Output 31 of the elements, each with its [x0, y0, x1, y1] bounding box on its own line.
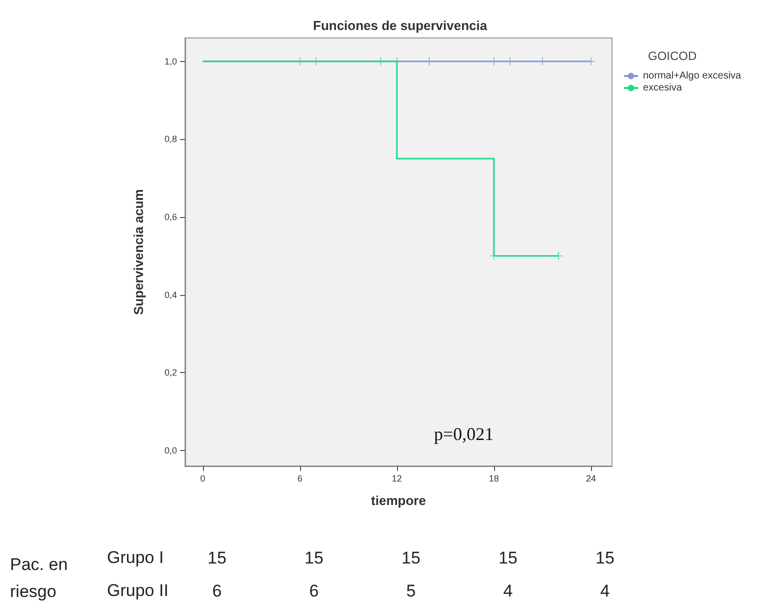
text: 15	[596, 548, 614, 568]
x-tick-label: 12	[392, 474, 402, 484]
y-tick-label: 1,0	[164, 56, 177, 66]
y-tick-label: 0,2	[164, 368, 177, 378]
text: 6	[309, 582, 319, 600]
text: 6	[212, 582, 222, 600]
legend-label: excesiva	[643, 82, 682, 94]
legend-label: normal+Algo excesiva	[643, 70, 742, 82]
y-tick-label: 0,8	[164, 134, 177, 144]
x-tick-label: 24	[586, 474, 596, 484]
x-axis-title: tiempore	[371, 493, 426, 508]
x-tick-label: 6	[297, 474, 302, 484]
text: 4	[503, 582, 513, 600]
text: Grupo II	[107, 581, 168, 600]
y-axis-title: Supervivencia acum	[131, 189, 146, 315]
y-tick-label: 0,0	[164, 445, 177, 456]
x-tick-label: 18	[488, 474, 499, 484]
text: 15	[208, 548, 226, 568]
text: 15	[304, 548, 324, 568]
text: Grupo I	[107, 548, 164, 567]
y-tick-label: 0,4	[164, 290, 177, 300]
legend-title: GOICOD	[648, 49, 697, 63]
text: Pac. en riesgo	[10, 555, 72, 601]
text: 15	[402, 548, 420, 568]
text: 15	[498, 548, 518, 568]
text: 4	[600, 582, 610, 600]
chart-title: Funciones de supervivencia	[313, 18, 488, 33]
y-tick-label: 0,6	[164, 212, 177, 222]
text: 5	[406, 582, 416, 600]
annotation: p=0,021	[434, 424, 494, 444]
x-tick-label: 0	[200, 474, 206, 484]
